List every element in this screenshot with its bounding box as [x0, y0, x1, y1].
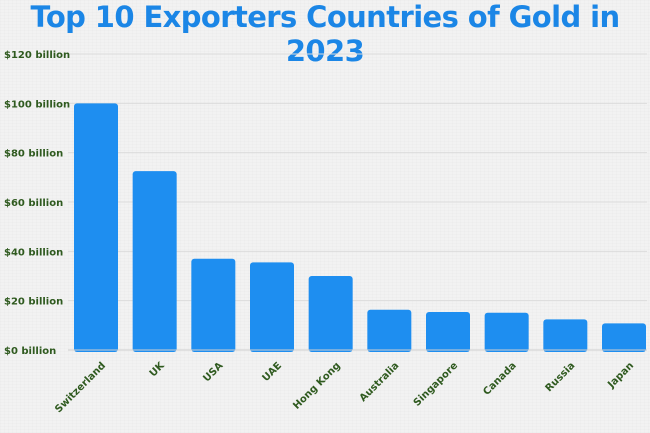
x-axis-category-labels: Switzerland UK USA UAE Hong Kong Australia Sin… [53, 359, 636, 415]
y-tick-label: $100 billion [4, 99, 70, 110]
y-tick-label: $40 billion [4, 247, 63, 258]
x-category-label: Japan [605, 360, 636, 391]
bar-uae [250, 262, 294, 352]
y-tick-label: $0 billion [4, 346, 56, 357]
x-category-label: UAE [261, 360, 285, 384]
x-category-label: Australia [358, 360, 402, 404]
bar-russia [543, 319, 588, 352]
x-category-label: Hong Kong [291, 360, 342, 411]
chart-title: Top 10 Exporters Countries of Gold in 20… [30, 0, 620, 68]
bars [74, 103, 646, 352]
x-category-label: Singapore [412, 360, 461, 409]
x-category-label: Canada [481, 360, 518, 397]
y-tick-label: $20 billion [4, 297, 63, 308]
x-category-label: Switzerland [53, 360, 108, 415]
y-tick-label: $80 billion [4, 149, 63, 160]
y-tick-label: $60 billion [4, 198, 63, 209]
bar-canada [484, 312, 529, 352]
bar-uk [132, 171, 177, 352]
x-category-label: UK [148, 359, 168, 379]
x-category-label: USA [201, 360, 225, 384]
y-axis-tick-labels: $0 billion $20 billion $40 billion $60 bill… [4, 50, 70, 357]
bar-australia [367, 309, 412, 352]
bar-singapore [426, 312, 470, 352]
bar-usa [191, 258, 236, 352]
bar-switzerland [74, 103, 118, 352]
x-category-label: Russia [544, 360, 578, 394]
y-tick-label: $120 billion [4, 50, 70, 61]
bar-hong-kong [308, 276, 353, 352]
bar-japan [602, 323, 646, 352]
